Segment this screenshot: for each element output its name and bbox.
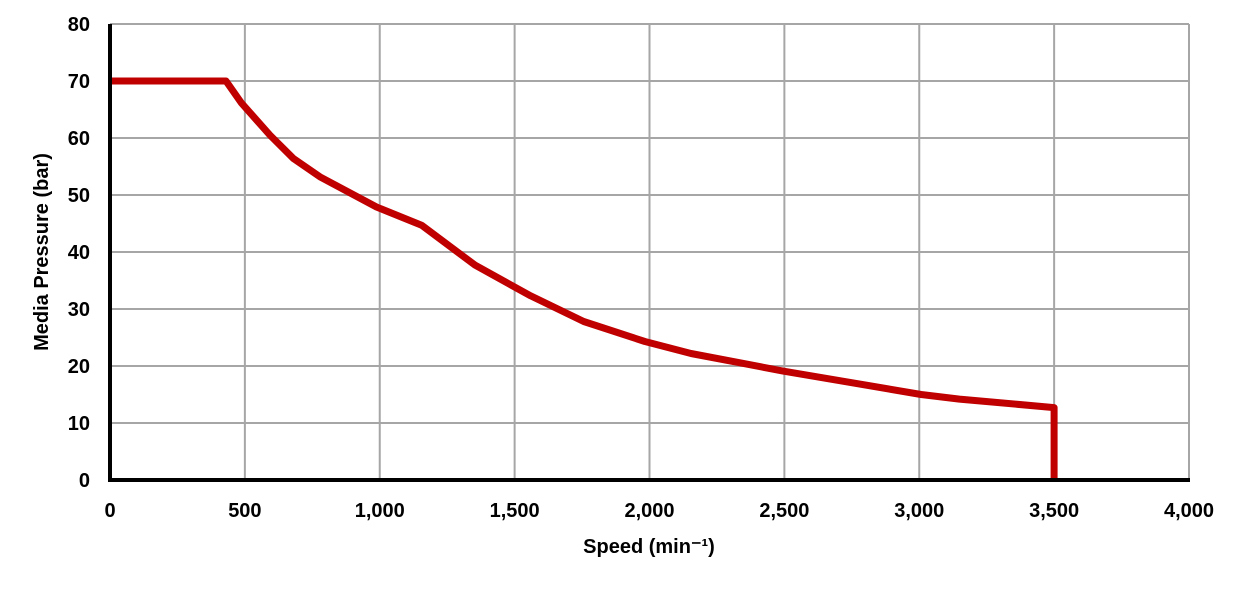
x-tick-label: 0 bbox=[104, 500, 115, 522]
grid bbox=[110, 23, 1190, 480]
x-tick-label: 4,000 bbox=[1164, 500, 1214, 522]
y-tick-label: 70 bbox=[68, 71, 90, 93]
y-tick-label: 10 bbox=[68, 413, 90, 435]
x-tick-label: 1,500 bbox=[490, 500, 540, 522]
y-tick-label: 0 bbox=[79, 470, 90, 492]
y-tick-label: 50 bbox=[68, 185, 90, 207]
x-tick-label: 2,000 bbox=[624, 500, 674, 522]
x-tick-label: 2,500 bbox=[759, 500, 809, 522]
y-tick-label: 40 bbox=[68, 242, 90, 264]
x-tick-label: 3,500 bbox=[1029, 500, 1079, 522]
pressure-speed-line bbox=[110, 77, 1058, 480]
x-axis-title: Speed (min⁻¹) bbox=[583, 536, 715, 558]
axes bbox=[108, 24, 1190, 482]
y-tick-label: 80 bbox=[68, 14, 90, 36]
tick-labels: 0 500 1,000 1,500 2,000 2,500 3,000 3,500 4,000 0… bbox=[68, 14, 1214, 522]
y-axis-title: Media Pressure (bar) bbox=[31, 153, 53, 351]
series bbox=[110, 77, 1058, 480]
x-tick-label: 1,000 bbox=[355, 500, 405, 522]
x-tick-label: 500 bbox=[228, 500, 261, 522]
y-tick-label: 20 bbox=[68, 356, 90, 378]
y-tick-label: 60 bbox=[68, 128, 90, 150]
y-tick-label: 30 bbox=[68, 299, 90, 321]
x-tick-label: 3,000 bbox=[894, 500, 944, 522]
